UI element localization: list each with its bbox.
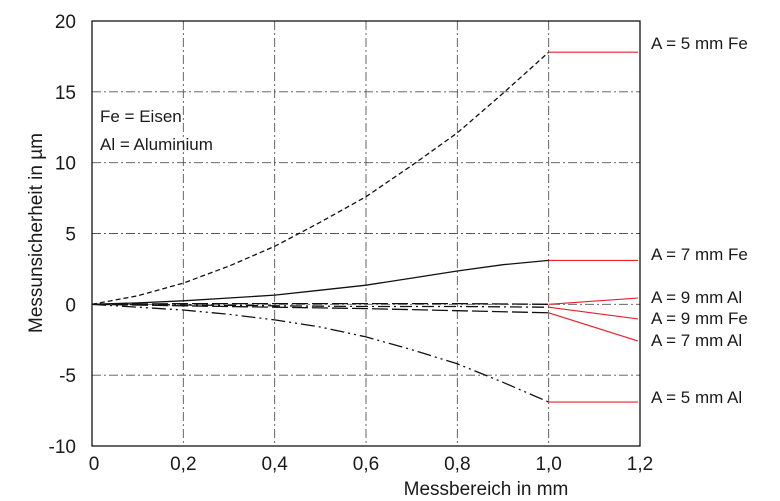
series-label-3: A = 9 mm Al [651,288,742,307]
series-lines [91,51,550,403]
series-label-2: A = 7 mm Fe [651,245,748,264]
plot-frame [91,20,641,447]
tick-labels: 0 0,2 0,4 0,6 0,8 1,0 1,2 -10 -5 0 5 10 15 20 [49,12,654,475]
series-line-1 [91,51,550,305]
y-tick-label: -5 [59,366,76,387]
series-labels: A = 5 mm Fe A = 7 mm Fe A = 9 mm Al A = 9 m… [651,34,748,407]
annotation-al: Al = Aluminium [100,135,213,154]
series-line-5 [91,303,549,314]
y-tick-label: 20 [55,12,76,33]
series-leader-5 [548,312,639,342]
series-line-3 [91,302,549,305]
x-tick-label: 0,6 [353,454,379,475]
y-axis-label: Messunsicherheit in µm [26,133,47,333]
series-leader-4 [548,306,639,320]
series-leaders [548,51,639,403]
x-tick-label: 1,2 [627,454,653,475]
x-tick-label: 0,4 [261,454,288,475]
x-tick-label: 0 [89,454,100,475]
x-tick-label: 1,0 [535,454,561,475]
x-tick-label: 0,8 [444,454,470,475]
y-tick-label: 10 [55,154,76,175]
y-tick-label: 15 [55,83,76,104]
y-tick-label: -10 [49,437,76,458]
series-label-4: A = 9 mm Fe [651,309,748,328]
series-label-5: A = 7 mm Al [651,331,742,350]
y-tick-label: 0 [65,295,76,316]
series-line-2 [91,259,549,305]
y-tick-label: 5 [65,225,76,246]
series-label-6: A = 5 mm Al [651,388,742,407]
annotation-fe: Fe = Eisen [100,107,182,126]
series-label-1: A = 5 mm Fe [651,34,748,53]
grid [92,21,640,446]
x-axis-label: Messbereich in mm [404,479,569,500]
series-line-4 [91,303,549,308]
series-line-6 [91,303,549,403]
series-leader-3 [548,297,639,305]
x-tick-label: 0,2 [170,454,196,475]
